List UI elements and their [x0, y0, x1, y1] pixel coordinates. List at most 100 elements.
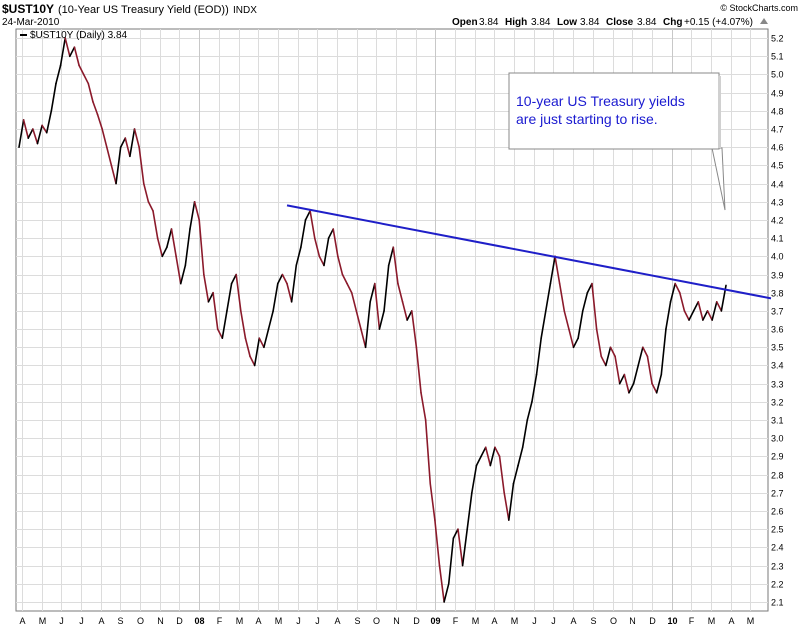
series-segment — [18, 119, 25, 149]
x-tick-label: A — [98, 616, 104, 626]
x-tick-label: S — [117, 616, 123, 626]
series-segment — [179, 264, 187, 285]
chart-date: 24-Mar-2010 — [2, 17, 60, 28]
series-segment — [665, 301, 672, 330]
x-tick-label: A — [570, 616, 576, 626]
trendline-layer — [286, 204, 772, 300]
chg-value: +0.15 (+4.07%) — [684, 17, 753, 28]
y-tick-label: 2.1 — [771, 598, 784, 608]
x-tick-label: J — [296, 616, 301, 626]
close-label: Close — [606, 17, 634, 28]
series-segment — [221, 310, 228, 339]
x-tick-label: F — [689, 616, 695, 626]
x-tick-label: M — [39, 616, 47, 626]
series-segment — [272, 282, 279, 312]
x-tick-label: F — [453, 616, 459, 626]
series-segment — [397, 282, 404, 303]
series-segment — [383, 264, 390, 312]
trendline — [286, 204, 772, 300]
series-segment — [101, 128, 108, 149]
series-segment — [78, 64, 85, 76]
x-tick-label: M — [708, 616, 716, 626]
series-segment — [300, 219, 307, 249]
x-tick-label: N — [393, 616, 400, 626]
series-segment — [216, 328, 224, 339]
series-segment — [568, 328, 575, 349]
x-tick-label: J — [551, 616, 556, 626]
series-segment — [618, 373, 626, 385]
x-tick-label: N — [157, 616, 164, 626]
y-tick-label: 3.5 — [771, 343, 784, 353]
x-axis: A M J J A S O N D 08 F M A M J J A S O N D 09 F M A M J J A S O N D 10 F M A… — [19, 616, 754, 626]
series-segment — [318, 255, 325, 267]
series-segment — [447, 537, 455, 585]
series-segment — [133, 128, 140, 149]
series-segment — [161, 246, 168, 258]
series-segment — [304, 210, 311, 221]
y-tick-label: 3.0 — [771, 434, 784, 444]
series-segment — [235, 273, 242, 312]
series-segment — [184, 228, 191, 267]
series-segment — [415, 346, 422, 394]
series-segment — [138, 146, 145, 185]
series-segment — [341, 273, 348, 285]
series-segment — [152, 210, 159, 239]
series-segment — [45, 110, 53, 134]
x-tick-label: A — [255, 616, 261, 626]
x-tick-label: S — [590, 616, 596, 626]
series-segment — [591, 282, 598, 330]
scroll-up-icon[interactable] — [760, 18, 768, 24]
high-label: High — [505, 17, 527, 28]
series-segment — [332, 228, 339, 258]
series-segment — [110, 164, 117, 185]
series-segment — [193, 200, 201, 221]
series-segment — [105, 146, 113, 167]
callout-shadow — [718, 76, 721, 148]
series-segment — [69, 46, 76, 58]
series-segment — [600, 355, 607, 367]
close-value: 3.84 — [637, 17, 657, 28]
grid — [16, 29, 768, 611]
series-segment — [230, 273, 237, 285]
x-tick-label: M — [472, 616, 480, 626]
x-tick-label: D — [413, 616, 420, 626]
y-tick-label: 2.4 — [771, 543, 784, 553]
symbol-description: (10-Year US Treasury Yield (EOD)) — [58, 4, 229, 16]
series-segment — [50, 82, 57, 112]
series-segment — [276, 273, 284, 285]
series-segment — [313, 237, 321, 258]
series-segment — [295, 246, 302, 267]
annotation-callout: 10-year US Treasury yields are just star… — [508, 72, 726, 211]
series-segment — [87, 82, 94, 103]
series-segment — [240, 310, 247, 339]
x-tick-label: A — [728, 616, 734, 626]
series-segment — [581, 291, 589, 312]
series-segment — [457, 528, 464, 567]
series-segment — [378, 310, 385, 330]
series-segment — [41, 124, 48, 134]
series-segment — [475, 455, 482, 467]
series-segment — [59, 37, 67, 67]
series-segment — [535, 337, 542, 376]
series-segment — [471, 464, 478, 494]
chg-label: Chg — [663, 17, 682, 28]
series-segment — [420, 391, 427, 421]
series-segment — [355, 310, 362, 330]
series-segment — [702, 310, 709, 321]
series-segment — [346, 282, 353, 294]
series-segment — [692, 301, 700, 312]
y-tick-label: 3.7 — [771, 307, 784, 317]
series-segment — [281, 273, 288, 285]
series-segment — [669, 282, 676, 303]
x-tick-label: 09 — [430, 616, 440, 626]
series-segment — [198, 219, 205, 276]
series-segment — [489, 446, 496, 467]
series-segment — [73, 46, 80, 67]
series-segment — [156, 237, 164, 258]
y-tick-label: 4.4 — [771, 180, 784, 190]
series-segment — [203, 273, 210, 303]
ohlc-readout: Open 3.84 High 3.84 Low 3.84 Close 3.84 … — [452, 17, 768, 28]
series-segment — [678, 291, 686, 312]
series-segment — [96, 113, 103, 130]
open-label: Open — [452, 17, 478, 28]
